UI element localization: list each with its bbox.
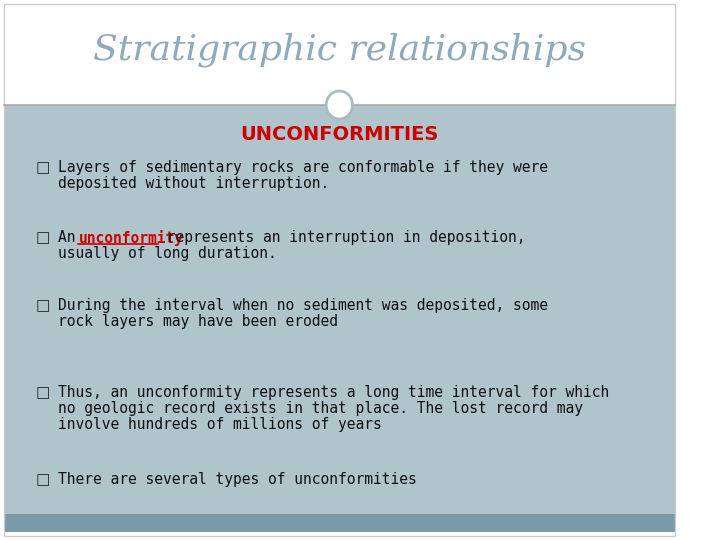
Text: Stratigraphic relationships: Stratigraphic relationships xyxy=(93,33,586,68)
Text: Layers of sedimentary rocks are conformable if they were: Layers of sedimentary rocks are conforma… xyxy=(58,160,549,175)
Text: An: An xyxy=(58,230,85,245)
Text: □: □ xyxy=(36,298,50,313)
Text: represents an interruption in deposition,: represents an interruption in deposition… xyxy=(158,230,526,245)
Text: □: □ xyxy=(36,472,50,487)
Circle shape xyxy=(326,91,353,119)
Text: no geologic record exists in that place. The lost record may: no geologic record exists in that place.… xyxy=(58,401,583,416)
FancyBboxPatch shape xyxy=(4,105,675,532)
Text: There are several types of unconformities: There are several types of unconformitie… xyxy=(58,472,417,487)
Text: UNCONFORMITIES: UNCONFORMITIES xyxy=(240,125,438,144)
Text: unconformity: unconformity xyxy=(78,230,184,246)
Text: □: □ xyxy=(36,230,50,245)
Text: □: □ xyxy=(36,160,50,175)
Text: □: □ xyxy=(36,385,50,400)
FancyBboxPatch shape xyxy=(4,8,675,105)
Text: rock layers may have been eroded: rock layers may have been eroded xyxy=(58,314,338,329)
FancyBboxPatch shape xyxy=(4,514,675,532)
Text: usually of long duration.: usually of long duration. xyxy=(58,246,277,261)
Text: deposited without interruption.: deposited without interruption. xyxy=(58,176,330,191)
Text: involve hundreds of millions of years: involve hundreds of millions of years xyxy=(58,417,382,432)
Text: Thus, an unconformity represents a long time interval for which: Thus, an unconformity represents a long … xyxy=(58,385,610,400)
FancyBboxPatch shape xyxy=(0,0,679,540)
Text: During the interval when no sediment was deposited, some: During the interval when no sediment was… xyxy=(58,298,549,313)
